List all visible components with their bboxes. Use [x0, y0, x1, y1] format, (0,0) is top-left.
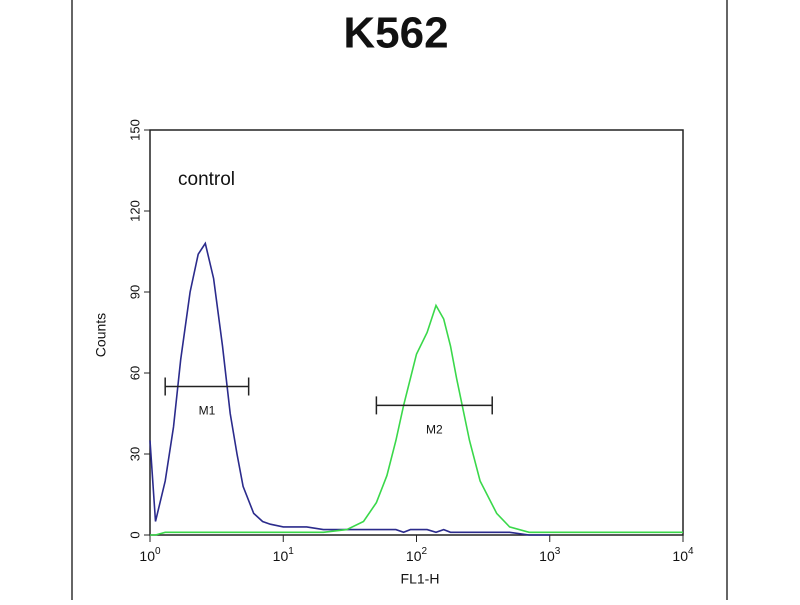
y-tick-label: 0 [127, 531, 142, 538]
marker-label: M2 [426, 423, 443, 437]
marker-label: M1 [199, 404, 216, 418]
x-axis-label: FL1-H [401, 571, 440, 587]
series-line [149, 241, 550, 536]
x-tick-base: 10 [672, 548, 688, 564]
x-tick-label: 104 [672, 546, 694, 564]
series-line [150, 303, 683, 536]
y-tick-label: 90 [127, 285, 142, 299]
plot-area [149, 129, 684, 536]
chart-title: K562 [343, 9, 448, 58]
x-tick-base: 10 [539, 548, 555, 564]
x-tick-exponent: 4 [688, 546, 694, 557]
x-tick-label: 102 [406, 546, 428, 564]
x-tick-base: 10 [273, 548, 289, 564]
x-tick-exponent: 2 [422, 546, 428, 557]
x-tick-exponent: 0 [155, 546, 161, 557]
x-tick-base: 10 [139, 548, 155, 564]
x-tick-label: 100 [139, 546, 161, 564]
x-tick-label: 101 [273, 546, 295, 564]
x-tick-base: 10 [406, 548, 422, 564]
y-tick-label: 60 [127, 366, 142, 380]
y-tick-label: 30 [127, 447, 142, 461]
y-tick-label: 120 [127, 200, 142, 222]
x-tick-exponent: 3 [555, 546, 561, 557]
y-tick-label: 150 [127, 119, 142, 141]
y-axis-label: Counts [93, 313, 109, 357]
x-tick-label: 103 [539, 546, 561, 564]
x-tick-exponent: 1 [288, 546, 294, 557]
annotation: control [178, 169, 235, 190]
